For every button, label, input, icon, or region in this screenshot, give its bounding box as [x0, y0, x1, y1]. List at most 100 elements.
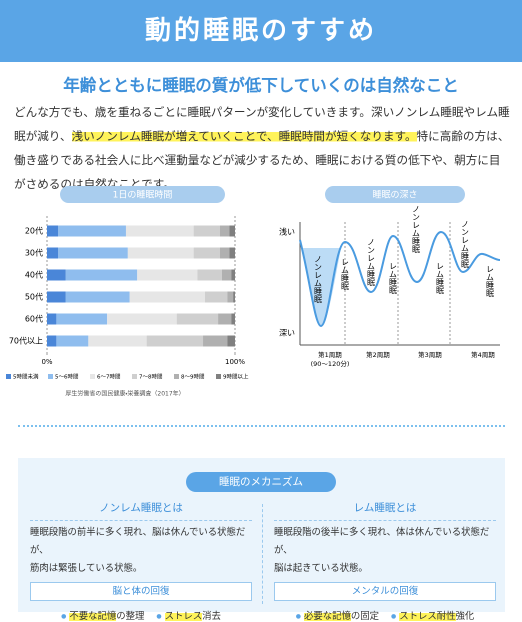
highlight-text: ストレス耐性	[399, 611, 456, 622]
bar-segment	[203, 335, 228, 347]
legend-swatch	[132, 374, 137, 379]
stage-label: レム睡眠	[436, 262, 445, 295]
highlight-text: 不要な記憶	[69, 611, 117, 622]
deep-sleep-area	[303, 248, 341, 326]
column-heading: ノンレム睡眠とは	[30, 500, 252, 521]
bar-segment	[176, 313, 219, 325]
stage-label: レム睡眠	[389, 262, 398, 295]
bar-segment	[47, 269, 66, 281]
bar-segment	[65, 291, 130, 303]
section-heading: 年齢とともに睡眠の質が低下していくのは自然なこと	[63, 76, 459, 95]
mechanism-box: 睡眠のメカニズム ノンレム睡眠とは 睡眠段階の前半に多く現れ、脳は休んでいる状態…	[18, 458, 505, 622]
period-label: 第1周期	[318, 350, 342, 359]
y-tick-label: 70代以上	[9, 336, 43, 346]
legend-label: 5～6時間	[55, 373, 79, 381]
stage-label: レム睡眠	[486, 265, 495, 298]
stage-label: ノンレム睡眠	[367, 238, 376, 287]
bar-segment	[221, 269, 232, 281]
bar-segment	[58, 225, 126, 237]
bar-segment	[231, 269, 235, 281]
text: 強化	[455, 611, 475, 622]
chart-title: 1日の睡眠時間	[113, 189, 173, 201]
point: ストレス消去	[156, 611, 221, 622]
stage-label: レム睡眠	[341, 258, 350, 291]
chart-source: 厚生労働省の国民健康・栄養調査（2017年）	[65, 390, 184, 398]
bar-segment	[47, 247, 59, 259]
bar-segment	[229, 247, 235, 259]
bar-segment	[47, 225, 59, 237]
sleep-depth-diagram: 睡眠の深さ 浅い 深い ノンレム睡眠 レム睡眠 ノンレム睡眠 レム睡眠 ノンレム…	[279, 186, 501, 368]
period-note: (90～120分)	[311, 359, 350, 368]
y-tick-label: 40代	[25, 270, 43, 280]
benefit-label: メンタルの回復	[274, 582, 496, 601]
bar-segment	[231, 313, 235, 325]
legend-label: 6～7時間	[97, 373, 121, 381]
column-heading: レム睡眠とは	[274, 500, 496, 521]
legend-swatch	[90, 374, 95, 379]
point: 不要な記憶の整理	[61, 611, 144, 622]
stage-label: ノンレム睡眠	[461, 220, 470, 269]
column-description: 睡眠段階の前半に多く現れ、脳は休んでいる状態だが、筋肉は緊張している状態。	[30, 524, 252, 578]
bar-segment	[56, 335, 89, 347]
bar-segment	[129, 291, 205, 303]
bar-segment	[125, 225, 194, 237]
bar-segment	[197, 269, 222, 281]
x-tick-label: 100%	[225, 358, 245, 366]
column-description: 睡眠段階の後半に多く現れ、体は休んでいる状態だが、脳は起きている状態。	[274, 524, 496, 578]
legend-label: 8～9時間	[181, 373, 205, 381]
header-title: 動的睡眠のすすめ	[0, 0, 522, 62]
mechanism-column: ノンレム睡眠とは 睡眠段階の前半に多く現れ、脳は休んでいる状態だが、筋肉は緊張し…	[30, 500, 252, 622]
mechanism-title: 睡眠のメカニズム	[186, 472, 336, 492]
y-tick-label: 50代	[25, 292, 43, 302]
period-label: 第4周期	[471, 350, 495, 359]
bar-segment	[107, 313, 177, 325]
bar-segment	[229, 225, 235, 237]
text: 筋肉は緊張している状態。	[30, 563, 143, 574]
bar-segment	[47, 335, 57, 347]
bar-segment	[227, 335, 235, 347]
text: 睡眠段階の前半に多く現れ、脳は休んでいる状態だが、	[30, 527, 246, 556]
highlight-text: 浅いノンレム睡眠が増えていくことで、睡眠時間が短くなります。	[71, 129, 417, 143]
legend-swatch	[174, 374, 179, 379]
legend-swatch	[6, 374, 11, 379]
bar-segment	[204, 291, 228, 303]
point-list: 必要な記憶の固定 ストレス耐性強化	[274, 608, 496, 622]
bar-segment	[47, 291, 66, 303]
bar-segment	[88, 335, 147, 347]
legend-label: 9時間以上	[223, 373, 249, 381]
bar-segment	[193, 225, 220, 237]
bar-segment	[233, 291, 235, 303]
bar-segment	[56, 313, 108, 325]
text: の整理	[116, 611, 145, 622]
bar-segment	[193, 247, 220, 259]
dotted-separator	[18, 425, 505, 427]
bar-segment	[219, 225, 230, 237]
intro-paragraph: どんな方でも、歳を重ねるごとに睡眠パターンが変化していきます。深いノンレム睡眠や…	[14, 100, 510, 196]
legend-swatch	[216, 374, 221, 379]
highlight-text: 必要な記憶	[303, 611, 351, 622]
chart-title-pill	[60, 186, 225, 203]
shallow-label: 浅い	[279, 227, 295, 237]
text: 消去	[202, 611, 221, 622]
highlight-text: ストレス	[164, 611, 203, 622]
y-tick-label: 60代	[25, 314, 43, 324]
benefit-label: 脳と体の回復	[30, 582, 252, 601]
bar-segment	[218, 313, 232, 325]
text: 睡眠段階の後半に多く現れ、体は休んでいる状態だが、	[274, 527, 490, 556]
point-list: 不要な記憶の整理ストレス消去	[30, 608, 252, 622]
bar-segment	[137, 269, 198, 281]
text: 脳は起きている状態。	[274, 563, 368, 574]
column-divider	[262, 504, 263, 604]
y-tick-label: 20代	[25, 226, 43, 236]
legend-swatch	[48, 374, 53, 379]
sleep-time-chart: 1日の睡眠時間 厚生労働省の国民健康・栄養調査（2017年） 0% 100% 20代…	[6, 186, 249, 398]
stage-label: ノンレム睡眠	[314, 255, 323, 304]
bar-segment	[146, 335, 204, 347]
stage-label: ノンレム睡眠	[412, 205, 421, 254]
text: の固定	[350, 611, 379, 622]
mechanism-column: レム睡眠とは 睡眠段階の後半に多く現れ、体は休んでいる状態だが、脳は起きている状…	[274, 500, 496, 622]
legend-label: 7～8時間	[139, 373, 163, 381]
bar-segment	[127, 247, 194, 259]
x-tick-label: 0%	[41, 358, 52, 366]
